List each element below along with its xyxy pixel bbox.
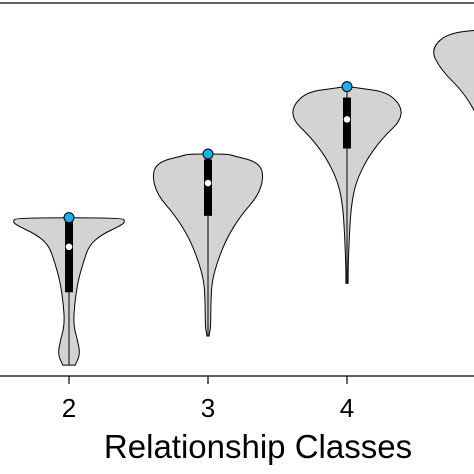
violin-category-5 (433, 30, 474, 112)
iqr-box-category-2 (65, 219, 73, 293)
violins-layer (13, 30, 474, 366)
iqr-box-category-4 (343, 97, 351, 149)
x-tick-label-category-2: 2 (62, 393, 76, 423)
max-marker-category-3 (202, 148, 214, 160)
iqr-box-category-3 (204, 159, 212, 216)
x-tick-label-category-3: 3 (201, 393, 215, 423)
max-marker-category-2 (63, 212, 75, 224)
max-marker-category-4 (341, 81, 353, 93)
x-axis-title: Relationship Classes (104, 428, 412, 465)
x-ticks-layer: 2345 (62, 376, 354, 423)
x-tick-label-category-4: 4 (340, 393, 354, 423)
median-point-category-3 (204, 179, 212, 187)
median-point-category-2 (65, 243, 73, 251)
median-point-category-4 (343, 116, 351, 123)
